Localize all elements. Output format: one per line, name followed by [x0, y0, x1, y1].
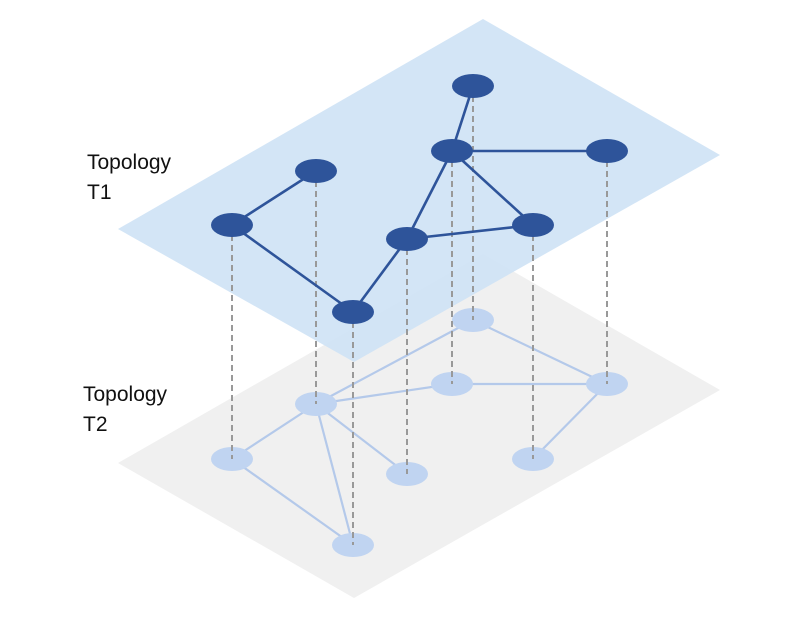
edge-t2 [231, 458, 354, 546]
edge-t1 [231, 223, 354, 314]
edge-t2 [314, 403, 355, 546]
node-t1 [332, 300, 374, 324]
node-t1 [386, 227, 428, 251]
node-t1 [586, 139, 628, 163]
node-t1 [295, 159, 337, 183]
edge-t1 [231, 169, 317, 227]
topology-t2-label-line2: T2 [83, 413, 108, 436]
plane-t2 [118, 254, 720, 598]
edge-t2 [231, 403, 317, 460]
topology-t1-label-line2: T1 [87, 181, 112, 204]
topology-t1-label: Topology T1 [87, 148, 171, 208]
nodes-t1 [211, 74, 628, 324]
edge-t2 [472, 319, 608, 385]
edge-t1 [351, 238, 409, 313]
topology-t1-label-line1: Topology [87, 151, 172, 174]
edge-t1 [406, 223, 534, 241]
plane-t1 [118, 19, 720, 362]
edge-t2 [532, 383, 608, 460]
projection-lines [231, 86, 608, 545]
topology-t2-label-line1: Topology [83, 383, 168, 406]
edge-t1 [405, 150, 454, 240]
node-t1 [211, 213, 253, 237]
edge-t2 [315, 319, 474, 405]
edges-t2 [231, 319, 608, 546]
edge-t1 [451, 150, 534, 226]
node-t1 [452, 74, 494, 98]
edge-t2 [315, 403, 408, 475]
node-t1 [431, 139, 473, 163]
edge-t2 [315, 382, 453, 406]
topology-t2-label: Topology T2 [83, 380, 167, 440]
node-t1 [512, 213, 554, 237]
